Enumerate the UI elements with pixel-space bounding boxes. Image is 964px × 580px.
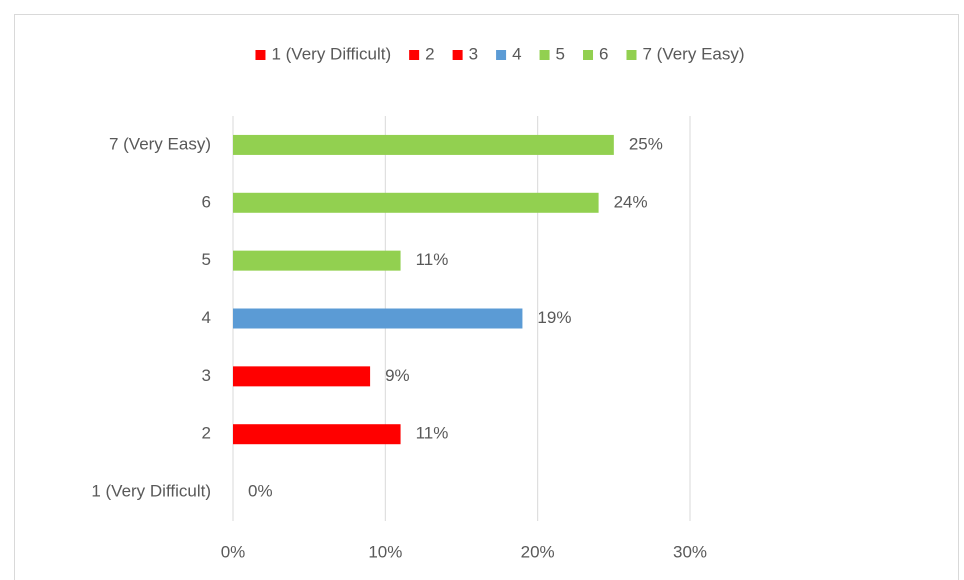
- legend-swatch: [496, 50, 507, 60]
- data-label: 0%: [248, 482, 273, 501]
- data-label: 11%: [416, 250, 449, 269]
- bar: [233, 192, 599, 213]
- bar: [233, 308, 523, 329]
- legend-label: 4: [512, 44, 521, 63]
- legend-swatch: [452, 50, 463, 60]
- legend-swatch: [583, 50, 594, 60]
- chart-frame: [14, 14, 959, 580]
- legend-label: 2: [425, 44, 434, 63]
- bar: [233, 134, 614, 155]
- y-tick-label: 6: [202, 192, 211, 211]
- y-tick-label: 2: [202, 424, 211, 443]
- data-label: 25%: [629, 134, 663, 153]
- y-tick-label: 7 (Very Easy): [109, 134, 211, 153]
- y-tick-label: 5: [202, 250, 211, 269]
- data-label: 19%: [537, 308, 571, 327]
- bar: [233, 424, 401, 445]
- y-tick-label: 3: [202, 366, 211, 385]
- legend-swatch: [539, 50, 550, 60]
- x-tick-label: 0%: [221, 542, 246, 561]
- legend-label: 5: [556, 44, 565, 63]
- y-tick-label: 4: [202, 308, 211, 327]
- x-tick-label: 10%: [368, 542, 402, 561]
- bar: [233, 366, 371, 387]
- legend-swatch: [409, 50, 420, 60]
- legend-swatch: [255, 50, 266, 60]
- legend-label: 7 (Very Easy): [642, 44, 744, 63]
- data-label: 24%: [614, 192, 648, 211]
- bar: [233, 250, 401, 271]
- x-tick-label: 30%: [673, 542, 707, 561]
- legend-label: 1 (Very Difficult): [271, 44, 391, 63]
- data-label: 11%: [416, 424, 449, 443]
- y-tick-label: 1 (Very Difficult): [91, 482, 211, 501]
- legend-label: 3: [469, 44, 478, 63]
- x-tick-label: 20%: [521, 542, 555, 561]
- legend-swatch: [626, 50, 637, 60]
- legend-label: 6: [599, 44, 608, 63]
- data-label: 9%: [385, 366, 410, 385]
